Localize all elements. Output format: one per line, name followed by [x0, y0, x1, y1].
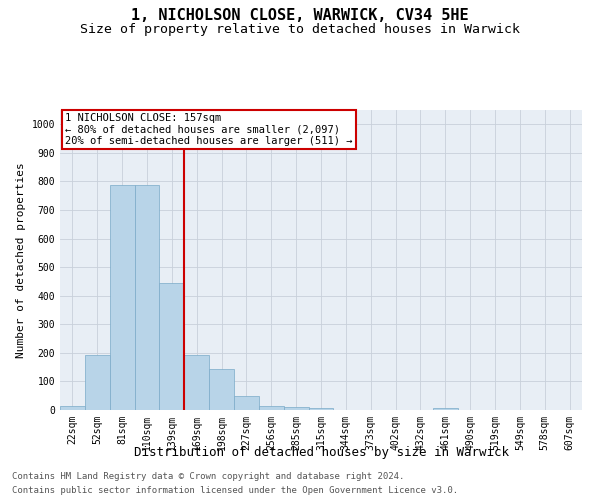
Bar [209, 369, 234, 410]
Bar [284, 407, 308, 410]
Text: Contains public sector information licensed under the Open Government Licence v3: Contains public sector information licen… [12, 486, 458, 495]
Bar [60, 406, 85, 410]
Bar [184, 355, 209, 410]
Bar [160, 284, 184, 410]
Text: Distribution of detached houses by size in Warwick: Distribution of detached houses by size … [133, 446, 509, 459]
Bar [234, 396, 259, 410]
Bar [308, 408, 334, 410]
Text: 1 NICHOLSON CLOSE: 157sqm
← 80% of detached houses are smaller (2,097)
20% of se: 1 NICHOLSON CLOSE: 157sqm ← 80% of detac… [65, 113, 353, 146]
Bar [85, 355, 110, 410]
Y-axis label: Number of detached properties: Number of detached properties [16, 162, 26, 358]
Bar [110, 185, 134, 410]
Bar [259, 406, 284, 410]
Text: 1, NICHOLSON CLOSE, WARWICK, CV34 5HE: 1, NICHOLSON CLOSE, WARWICK, CV34 5HE [131, 8, 469, 22]
Text: Size of property relative to detached houses in Warwick: Size of property relative to detached ho… [80, 22, 520, 36]
Text: Contains HM Land Registry data © Crown copyright and database right 2024.: Contains HM Land Registry data © Crown c… [12, 472, 404, 481]
Bar [433, 408, 458, 410]
Bar [134, 185, 160, 410]
